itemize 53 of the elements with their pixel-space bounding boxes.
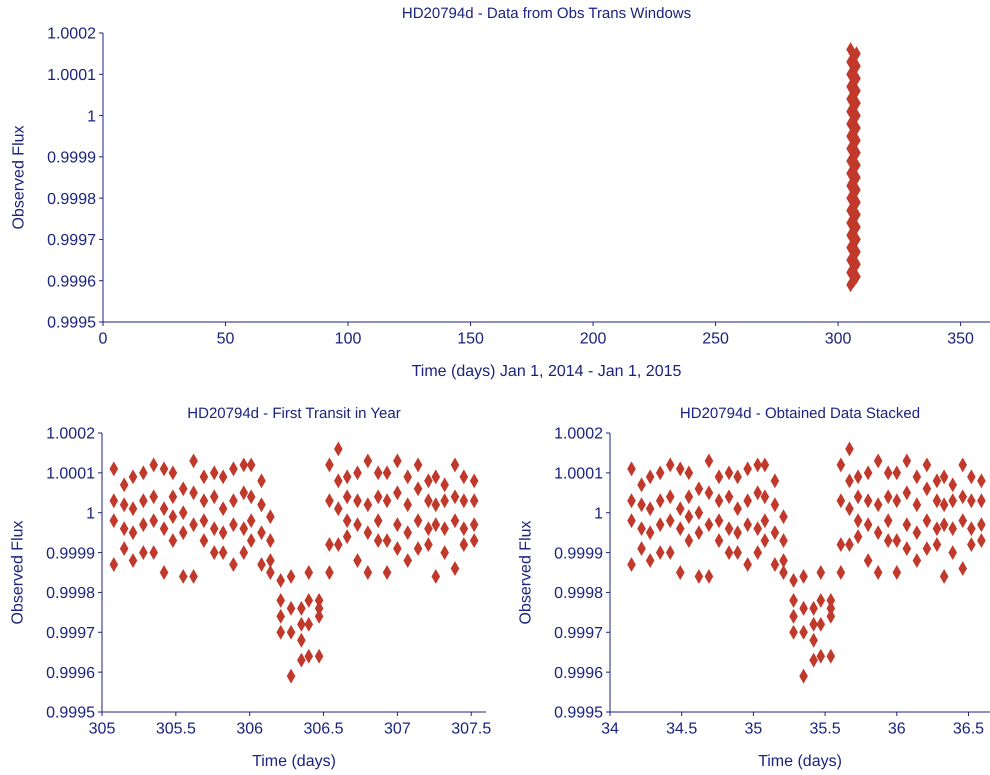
chart-title: HD20794d - Obtained Data Stacked	[678, 405, 922, 422]
y-tick-label: 0.9997	[554, 624, 604, 642]
chart-title: HD20794d - Data from Obs Trans Windows	[400, 5, 692, 22]
x-axis-title: Time (days)	[758, 753, 842, 770]
x-tick-label: 150	[457, 330, 484, 348]
y-tick-label: 1	[594, 505, 604, 522]
x-tick-label: 0	[98, 330, 108, 348]
y-tick-label: 1	[86, 505, 96, 522]
y-tick-label: 0.9995	[554, 704, 604, 722]
y-tick-label: 1	[87, 108, 96, 126]
x-tick-label: 50	[216, 330, 235, 348]
x-tick-label: 306	[236, 720, 264, 738]
y-tick-label: 0.9996	[47, 273, 96, 290]
x-tick-label: 305	[88, 720, 116, 738]
x-tick-label: 307.5	[451, 720, 492, 738]
y-tick-label: 1.0002	[46, 426, 96, 443]
x-tick-label: 306.5	[304, 720, 344, 738]
y-tick-label: 0.9998	[554, 585, 604, 602]
y-tick-label: 0.9997	[47, 232, 96, 250]
y-tick-label: 0.9996	[554, 664, 604, 682]
x-tick-label: 350	[947, 330, 974, 348]
x-tick-label: 34.5	[666, 720, 698, 738]
x-tick-label: 100	[334, 330, 362, 348]
y-tick-label: 1.0001	[47, 66, 96, 84]
y-tick-label: 0.9998	[47, 190, 96, 208]
x-tick-label: 35.5	[810, 720, 841, 738]
x-tick-label: 35	[744, 720, 762, 738]
y-axis-title: Observed Flux	[10, 125, 28, 230]
x-tick-label: 34	[601, 720, 619, 738]
y-tick-label: 0.9999	[47, 150, 96, 167]
chart-title: HD20794d - First Transit in Year	[186, 405, 402, 422]
x-axis-title: Time (days)	[252, 753, 336, 770]
y-tick-label: 0.9999	[554, 545, 604, 562]
x-tick-label: 307	[384, 720, 411, 738]
y-tick-label: 1.0001	[554, 466, 604, 483]
y-axis-title: Observed Flux	[10, 520, 27, 625]
y-tick-label: 0.9996	[46, 664, 96, 682]
y-tick-label: 1.0002	[554, 426, 604, 443]
x-tick-label: 300	[824, 330, 852, 348]
x-tick-label: 305.5	[156, 720, 196, 738]
y-tick-label: 0.9995	[47, 314, 96, 332]
y-axis-title: Observed Flux	[518, 520, 535, 625]
y-tick-label: 0.9995	[46, 704, 96, 722]
y-tick-label: 0.9997	[46, 624, 96, 642]
y-tick-label: 0.9999	[46, 545, 96, 562]
y-tick-label: 0.9998	[46, 585, 96, 602]
x-tick-label: 36	[888, 720, 906, 738]
x-tick-label: 200	[580, 330, 606, 348]
y-tick-label: 1.0001	[46, 466, 96, 483]
x-tick-label: 36.5	[952, 720, 984, 738]
x-axis-title: Time (days) Jan 1, 2014 - Jan 1, 2015	[412, 363, 682, 380]
y-tick-label: 1.0002	[47, 26, 96, 43]
x-tick-label: 250	[702, 330, 730, 348]
